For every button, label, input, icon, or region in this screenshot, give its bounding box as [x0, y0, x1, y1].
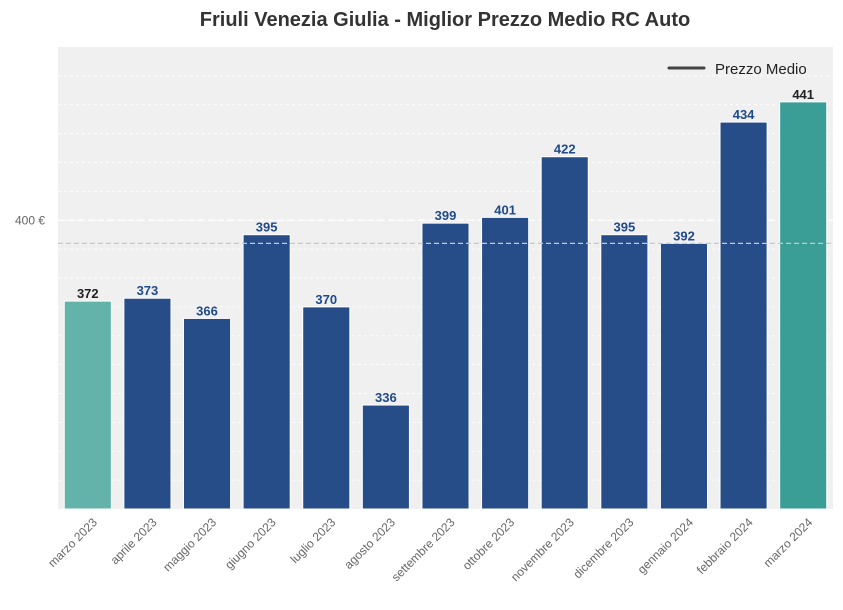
x-tick-label: marzo 2024	[761, 515, 816, 570]
data-label: 395	[613, 220, 635, 235]
bar	[600, 234, 649, 510]
y-axis: 400 €	[15, 213, 45, 227]
grid-lines	[58, 75, 833, 481]
x-tick-label: maggio 2023	[160, 515, 219, 574]
data-label: 399	[435, 208, 457, 223]
data-label: 401	[494, 202, 516, 217]
x-tick-label: dicembre 2023	[570, 515, 636, 581]
data-label: 395	[256, 220, 278, 235]
x-axis: marzo 2023 aprile 2023 maggio 2023 giugno 2…	[45, 515, 815, 584]
bar	[63, 300, 112, 510]
bar	[779, 101, 828, 510]
bar	[242, 234, 291, 510]
chart-title: Friuli Venezia Giulia - Miglior Prezzo M…	[200, 9, 690, 31]
x-tick-label: settembre 2023	[389, 515, 458, 584]
bar	[302, 306, 351, 510]
x-tick-label: marzo 2023	[45, 515, 100, 570]
legend: Prezzo Medio	[667, 61, 807, 78]
bar	[481, 216, 530, 510]
data-label: 441	[792, 87, 814, 102]
x-tick-label: ottobre 2023	[460, 515, 518, 573]
x-tick-label: giugno 2023	[222, 515, 279, 572]
data-label: 370	[315, 292, 337, 307]
x-tick-label: novembre 2023	[508, 515, 577, 584]
data-label: 422	[554, 142, 576, 157]
x-tick-label: gennaio 2024	[635, 515, 697, 577]
data-label: 392	[673, 228, 695, 243]
x-tick-label: febbraio 2024	[694, 515, 756, 577]
x-tick-label: agosto 2023	[341, 515, 398, 572]
x-tick-label: aprile 2023	[108, 515, 160, 567]
data-label: 336	[375, 390, 397, 405]
bar	[123, 297, 172, 510]
bar	[659, 242, 709, 510]
bars	[63, 101, 828, 510]
bar	[182, 317, 232, 510]
bar	[361, 404, 410, 510]
data-label: 366	[196, 303, 218, 318]
data-label: 373	[137, 283, 159, 298]
data-label: 434	[733, 107, 755, 122]
bar	[540, 156, 589, 510]
data-label: 372	[77, 286, 99, 301]
y-tick-label: 400 €	[15, 213, 45, 227]
legend-label: Prezzo Medio	[715, 61, 807, 78]
data-labels: 372 373 366 395 370 336 399 401 422 395 392 434 441	[77, 87, 814, 405]
x-tick-label: luglio 2023	[287, 515, 338, 566]
bar	[719, 121, 768, 510]
bar	[421, 222, 470, 510]
